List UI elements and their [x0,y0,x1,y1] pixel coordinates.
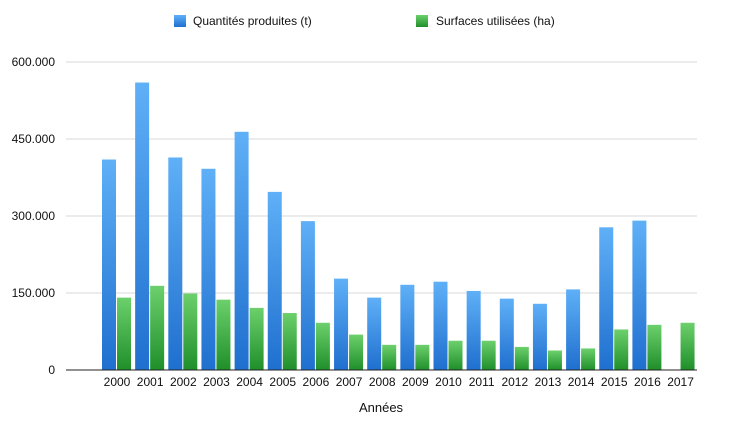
bar-series-2-2016 [647,324,662,370]
x-tick-label: 2007 [336,375,363,389]
bar-series-2-2017 [680,322,695,370]
bar-series-2-2004 [249,307,264,370]
bar-series-2-2002 [183,293,198,370]
legend-swatch-series-2 [416,15,428,27]
bar-series-2-2015 [614,329,629,370]
bar-series-1-2004 [234,131,249,370]
bar-series-2-2009 [415,344,430,370]
legend-label-series-2: Surfaces utilisées (ha) [436,14,555,28]
x-tick-label: 2010 [435,375,462,389]
bars [102,82,695,371]
x-tick-label: 2009 [402,375,429,389]
x-axis-ticks: 2000 2001 2002 2003 2004 2005 2006 2007 2008 2009… [104,375,695,389]
y-axis-ticks: 0 150.000 300.000 450.000 600.000 [12,55,56,377]
x-tick-label: 2002 [170,375,197,389]
x-tick-label: 2006 [303,375,330,389]
bar-series-2-2010 [448,340,463,370]
y-tick-label: 0 [48,363,55,377]
bar-series-1-2012 [499,298,514,370]
x-tick-label: 2003 [203,375,230,389]
bar-series-1-2003 [201,168,216,370]
y-tick-label: 600.000 [12,55,56,69]
y-tick-label: 300.000 [12,209,56,223]
bar-series-1-2000 [102,159,116,370]
bar-series-1-2002 [168,157,183,370]
bar-series-2-2003 [216,299,231,370]
x-tick-label: 2000 [104,375,131,389]
bar-series-2-2006 [315,322,330,370]
bar-series-2-2008 [382,344,397,370]
x-tick-label: 2014 [568,375,595,389]
bar-series-2-2013 [547,350,562,370]
bar-series-1-2005 [267,191,282,370]
x-tick-label: 2011 [469,375,495,389]
x-tick-label: 2015 [601,375,628,389]
y-tick-label: 150.000 [12,286,56,300]
legend: Quantités produites (t) Surfaces utilisé… [174,14,555,28]
bar-series-1-2016 [632,220,647,370]
x-tick-label: 2004 [236,375,263,389]
bar-series-2-2014 [581,348,596,370]
bar-series-1-2010 [433,281,448,370]
bar-series-1-2014 [566,289,581,370]
legend-item-series-1: Quantités produites (t) [174,14,312,28]
x-tick-label: 2008 [369,375,396,389]
bar-series-2-2005 [282,313,297,370]
legend-label-series-1: Quantités produites (t) [193,14,312,28]
x-tick-label: 2012 [501,375,528,389]
bar-series-2-2001 [150,285,165,370]
bar-series-1-2011 [466,290,481,370]
x-tick-label: 2016 [634,375,661,389]
bar-series-1-2007 [334,278,349,370]
bar-series-2-2000 [117,297,131,370]
legend-swatch-series-1 [174,15,186,27]
bar-series-1-2013 [532,303,547,370]
x-tick-label: 2013 [535,375,562,389]
x-tick-label: 2017 [667,375,694,389]
bar-series-2-2011 [481,340,496,370]
x-axis-title: Années [359,400,404,415]
bar-series-1-2006 [300,221,315,370]
bar-series-2-2007 [349,334,364,370]
legend-item-series-2: Surfaces utilisées (ha) [416,14,555,28]
x-tick-label: 2001 [137,375,164,389]
bar-series-2-2012 [514,346,529,370]
bar-series-1-2009 [400,284,415,370]
bar-series-1-2015 [599,227,614,370]
y-tick-label: 450.000 [12,132,56,146]
bar-series-1-2001 [135,82,150,371]
bar-series-1-2008 [367,297,382,370]
x-tick-label: 2005 [269,375,296,389]
